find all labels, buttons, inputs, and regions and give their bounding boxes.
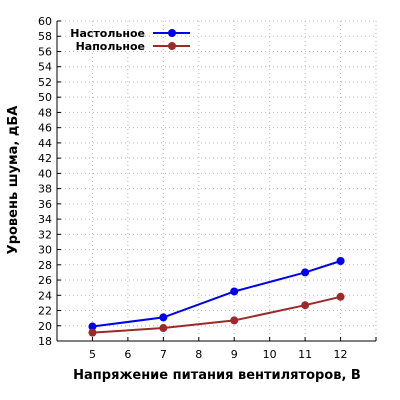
y-tick-label: 34 bbox=[38, 213, 52, 226]
x-tick-label: 11 bbox=[298, 348, 312, 361]
x-tick-label: 5 bbox=[89, 348, 96, 361]
x-tick-label: 8 bbox=[195, 348, 202, 361]
legend-label: Напольное bbox=[76, 40, 145, 53]
data-point bbox=[159, 324, 168, 333]
y-tick-label: 42 bbox=[38, 152, 52, 165]
y-tick-label: 48 bbox=[38, 106, 52, 119]
x-tick-label: 7 bbox=[160, 348, 167, 361]
series bbox=[88, 257, 345, 337]
legend-entry-2: Напольное bbox=[76, 40, 190, 53]
data-point bbox=[301, 268, 310, 277]
data-point bbox=[88, 322, 97, 331]
y-tick-label: 32 bbox=[38, 228, 52, 241]
y-axis-title: Уровень шума, дБА bbox=[6, 106, 21, 255]
x-axis-title: Напряжение питания вентиляторов, В bbox=[73, 368, 361, 383]
data-point bbox=[336, 257, 345, 265]
series-1 bbox=[88, 257, 345, 331]
x-tick-label: 12 bbox=[334, 348, 348, 361]
legend-label: Настольное bbox=[70, 27, 145, 40]
y-tick-label: 40 bbox=[38, 167, 52, 180]
y-tick-label: 18 bbox=[38, 335, 52, 348]
y-tick-label: 60 bbox=[38, 15, 52, 28]
y-tick-label: 30 bbox=[38, 244, 52, 257]
x-tick-label: 9 bbox=[231, 348, 238, 361]
y-tick-label: 58 bbox=[38, 30, 52, 43]
y-tick-label: 38 bbox=[38, 183, 52, 196]
legend-entry-1: Настольное bbox=[70, 27, 190, 40]
y-tick-label: 52 bbox=[38, 76, 52, 89]
grid bbox=[56, 20, 377, 342]
y-tick-label: 44 bbox=[38, 137, 52, 150]
y-tick-label: 24 bbox=[38, 289, 52, 302]
data-point bbox=[230, 316, 239, 325]
data-point bbox=[230, 287, 239, 296]
legend-marker bbox=[168, 42, 176, 50]
y-tick-label: 28 bbox=[38, 259, 52, 272]
x-tick-label: 10 bbox=[263, 348, 277, 361]
data-point bbox=[159, 313, 168, 322]
y-tick-label: 22 bbox=[38, 305, 52, 318]
y-tick-label: 56 bbox=[38, 45, 52, 58]
y-tick-label: 36 bbox=[38, 198, 52, 211]
data-point bbox=[301, 301, 310, 310]
data-point bbox=[336, 292, 345, 301]
axes: 1820222426283032343638404244464850525456… bbox=[38, 15, 377, 361]
y-tick-label: 46 bbox=[38, 122, 52, 135]
series-2 bbox=[88, 292, 345, 337]
y-tick-label: 20 bbox=[38, 320, 52, 333]
x-tick-label: 6 bbox=[124, 348, 131, 361]
y-tick-label: 54 bbox=[38, 61, 52, 74]
y-tick-label: 26 bbox=[38, 274, 52, 287]
y-tick-label: 50 bbox=[38, 91, 52, 104]
data-point bbox=[88, 328, 97, 337]
legend-marker bbox=[168, 29, 176, 37]
